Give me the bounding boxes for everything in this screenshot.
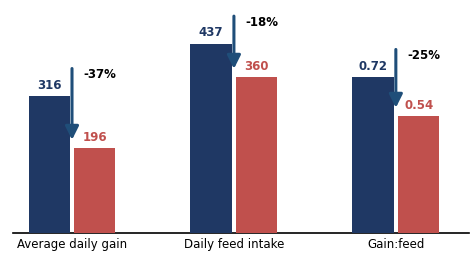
Bar: [190, 44, 232, 233]
Text: 0.72: 0.72: [359, 60, 388, 73]
Text: 437: 437: [199, 26, 223, 39]
Text: -18%: -18%: [246, 15, 279, 29]
Text: 360: 360: [245, 60, 269, 73]
Text: 316: 316: [37, 79, 61, 92]
Text: -37%: -37%: [84, 68, 117, 81]
Bar: [74, 148, 115, 233]
Text: 0.54: 0.54: [404, 99, 433, 112]
Bar: [236, 77, 277, 233]
Text: -25%: -25%: [408, 49, 441, 62]
Bar: [398, 116, 439, 233]
Bar: [28, 96, 70, 233]
Bar: [352, 77, 394, 233]
Text: 196: 196: [83, 131, 107, 144]
